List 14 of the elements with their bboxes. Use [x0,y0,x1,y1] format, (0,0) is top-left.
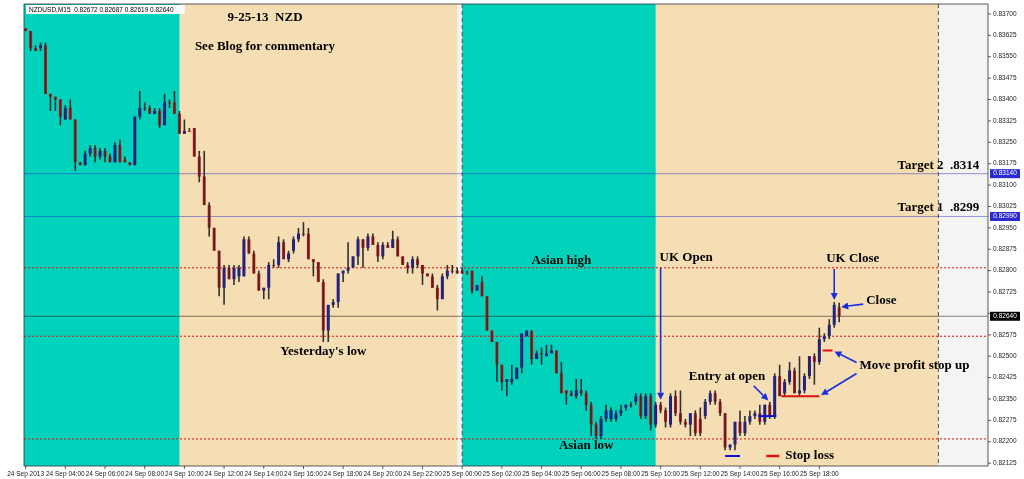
annotation: Move profit stop up [859,357,970,373]
annotation: Close [866,292,897,308]
chart-title: 9-25-13 NZD [227,8,303,24]
annotation: Entry at open [688,367,767,383]
annotation: UK Close [826,250,880,265]
text: See Blog for commentary [194,37,336,53]
candlestick [465,269,469,275]
legend-label: Stop loss [785,446,835,462]
annotation: UK Open [659,248,714,264]
annotation: Target 2 .8314 [897,156,980,172]
annotation: Asian low [558,436,615,452]
annotation: Asian high [531,251,592,267]
annotation: Yesterday's low [280,342,368,358]
annotation: Target 1 .8299 [897,199,980,215]
